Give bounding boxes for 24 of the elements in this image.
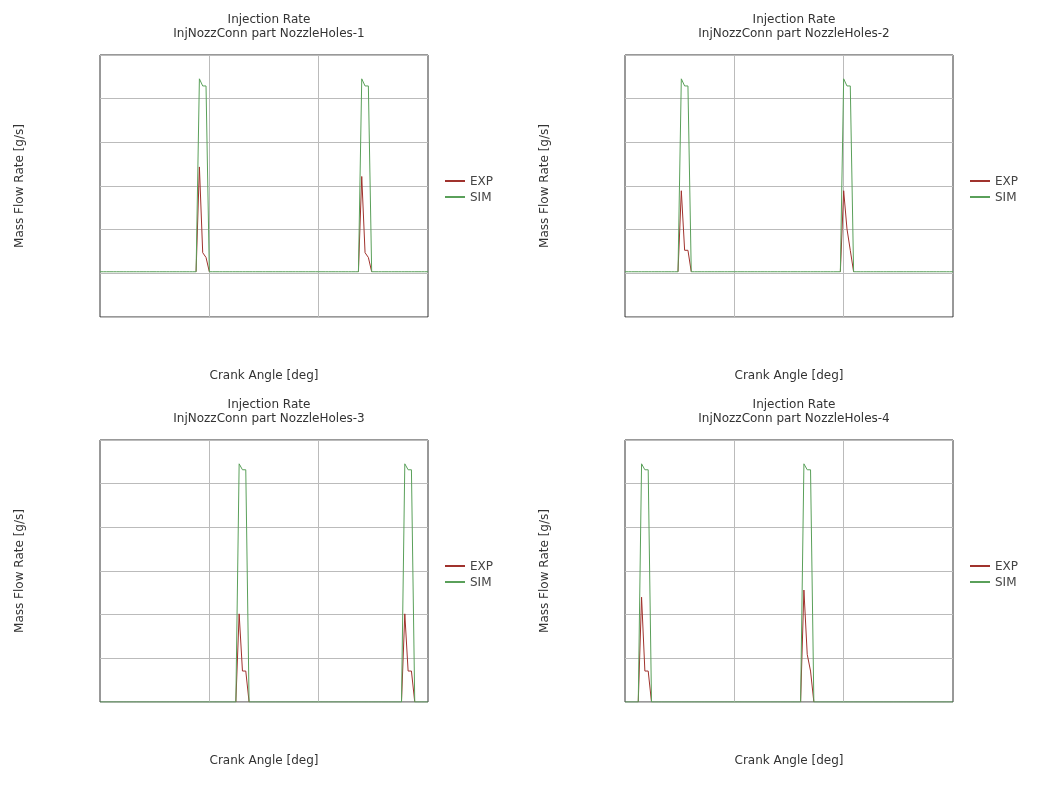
legend-label: SIM <box>470 575 492 589</box>
legend-label: SIM <box>470 190 492 204</box>
chart-subtitle: InjNozzConn part NozzleHoles-2 <box>698 26 890 40</box>
y-axis-title: Mass Flow Rate [g/s] <box>537 509 551 633</box>
legend-label: EXP <box>995 174 1019 188</box>
y-axis-title: Mass Flow Rate [g/s] <box>537 124 551 248</box>
chart-title: Injection Rate <box>752 12 836 26</box>
chart-title: Injection Rate <box>227 397 311 411</box>
y-axis-title: Mass Flow Rate [g/s] <box>12 509 26 633</box>
x-axis-title: Crank Angle [deg] <box>734 368 844 382</box>
chart-subtitle: InjNozzConn part NozzleHoles-4 <box>698 411 890 425</box>
x-axis-title: Crank Angle [deg] <box>209 753 319 767</box>
legend-label: SIM <box>995 190 1017 204</box>
chart-subtitle: InjNozzConn part NozzleHoles-3 <box>173 411 365 425</box>
chart-title: Injection Rate <box>227 12 311 26</box>
x-axis-title: Crank Angle [deg] <box>734 753 844 767</box>
chart-subtitle: InjNozzConn part NozzleHoles-1 <box>173 26 365 40</box>
legend-label: EXP <box>470 559 494 573</box>
x-axis-title: Crank Angle [deg] <box>209 368 319 382</box>
chart-title: Injection Rate <box>752 397 836 411</box>
legend-label: EXP <box>470 174 494 188</box>
y-axis-title: Mass Flow Rate [g/s] <box>12 124 26 248</box>
legend-label: SIM <box>995 575 1017 589</box>
legend-label: EXP <box>995 559 1019 573</box>
